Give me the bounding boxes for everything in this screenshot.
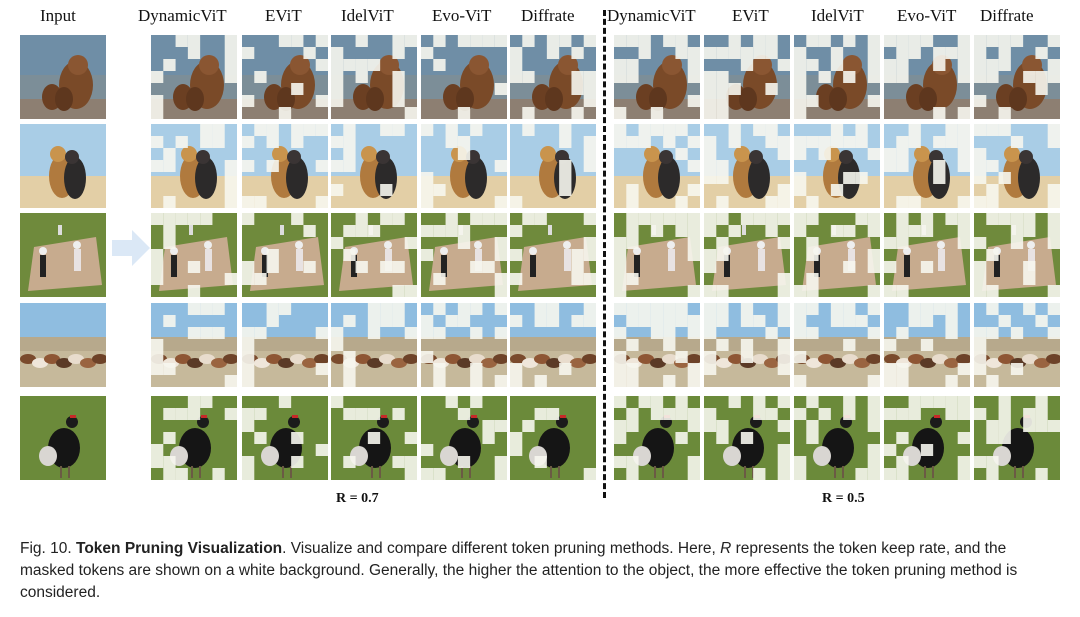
pruned-image-cricket — [704, 213, 790, 297]
input-image-bird — [20, 396, 106, 480]
header-dynamicvit-r07: DynamicViT — [138, 6, 227, 25]
pruned-image-bear — [331, 35, 417, 119]
caption-title: Token Pruning Visualization — [76, 540, 283, 557]
header-evovit-r05: Evo-ViT — [897, 6, 957, 25]
pruned-image-horses — [974, 303, 1060, 387]
figure-caption: Fig. 10. Token Pruning Visualization. Vi… — [20, 538, 1064, 604]
header-dynamicvit-r05: DynamicViT — [607, 6, 696, 25]
pruned-image-bear — [421, 35, 507, 119]
input-image-dogs — [20, 124, 106, 208]
pruned-image-bird — [421, 396, 507, 480]
header-input: Input — [40, 6, 76, 25]
input-image-horses — [20, 303, 106, 387]
pruned-image-bear — [242, 35, 328, 119]
pruned-image-bear — [974, 35, 1060, 119]
pruned-image-dogs — [331, 124, 417, 208]
pruned-image-bear — [151, 35, 237, 119]
input-image-bear — [20, 35, 106, 119]
pruned-image-bear — [794, 35, 880, 119]
header-idelvit-r05: IdelViT — [811, 6, 864, 25]
pruned-image-bear — [510, 35, 596, 119]
pruned-image-bird — [704, 396, 790, 480]
pruned-image-dogs — [421, 124, 507, 208]
pruned-image-dogs — [884, 124, 970, 208]
pruned-image-horses — [331, 303, 417, 387]
caption-symbol: R — [720, 540, 732, 557]
header-evit-r07: EViT — [265, 6, 302, 25]
pruned-image-bird — [242, 396, 328, 480]
input-image-cricket — [20, 213, 106, 297]
rate-label-r07: R = 0.7 — [336, 491, 379, 506]
pruned-image-cricket — [242, 213, 328, 297]
caption-text-b: represents the token keep rate, and the … — [20, 540, 1018, 601]
pruned-image-bird — [974, 396, 1060, 480]
pruned-image-dogs — [974, 124, 1060, 208]
header-diffrate-r05: Diffrate — [980, 6, 1034, 25]
pruned-image-cricket — [974, 213, 1060, 297]
pruned-image-bear — [614, 35, 700, 119]
pruned-image-cricket — [421, 213, 507, 297]
pruned-image-dogs — [510, 124, 596, 208]
pruned-image-bird — [510, 396, 596, 480]
pruned-image-cricket — [510, 213, 596, 297]
rate-label-r05: R = 0.5 — [822, 491, 865, 506]
pruned-image-cricket — [331, 213, 417, 297]
pruned-image-horses — [242, 303, 328, 387]
arrow-right-icon — [112, 228, 152, 268]
pruned-image-bird — [794, 396, 880, 480]
pruned-image-cricket — [614, 213, 700, 297]
caption-prefix: Fig. 10. — [20, 540, 72, 557]
pruned-image-dogs — [242, 124, 328, 208]
header-diffrate-r07: Diffrate — [521, 6, 575, 25]
pruned-image-bird — [614, 396, 700, 480]
pruned-image-horses — [704, 303, 790, 387]
pruned-image-bear — [704, 35, 790, 119]
pruned-image-cricket — [794, 213, 880, 297]
pruned-image-horses — [884, 303, 970, 387]
pruned-image-bird — [151, 396, 237, 480]
pruned-image-bird — [331, 396, 417, 480]
pruned-image-horses — [614, 303, 700, 387]
pruned-image-dogs — [614, 124, 700, 208]
pruned-image-dogs — [794, 124, 880, 208]
header-evovit-r07: Evo-ViT — [432, 6, 492, 25]
pruned-image-horses — [794, 303, 880, 387]
pruned-image-horses — [421, 303, 507, 387]
pruned-image-cricket — [884, 213, 970, 297]
header-evit-r05: EViT — [732, 6, 769, 25]
pruned-image-bird — [884, 396, 970, 480]
group-divider — [603, 10, 606, 498]
pruned-image-dogs — [704, 124, 790, 208]
pruned-image-horses — [510, 303, 596, 387]
pruned-image-bear — [884, 35, 970, 119]
pruned-image-cricket — [151, 213, 237, 297]
pruned-image-horses — [151, 303, 237, 387]
pruned-image-dogs — [151, 124, 237, 208]
caption-text-a: . Visualize and compare different token … — [282, 540, 721, 557]
header-idelvit-r07: IdelViT — [341, 6, 394, 25]
